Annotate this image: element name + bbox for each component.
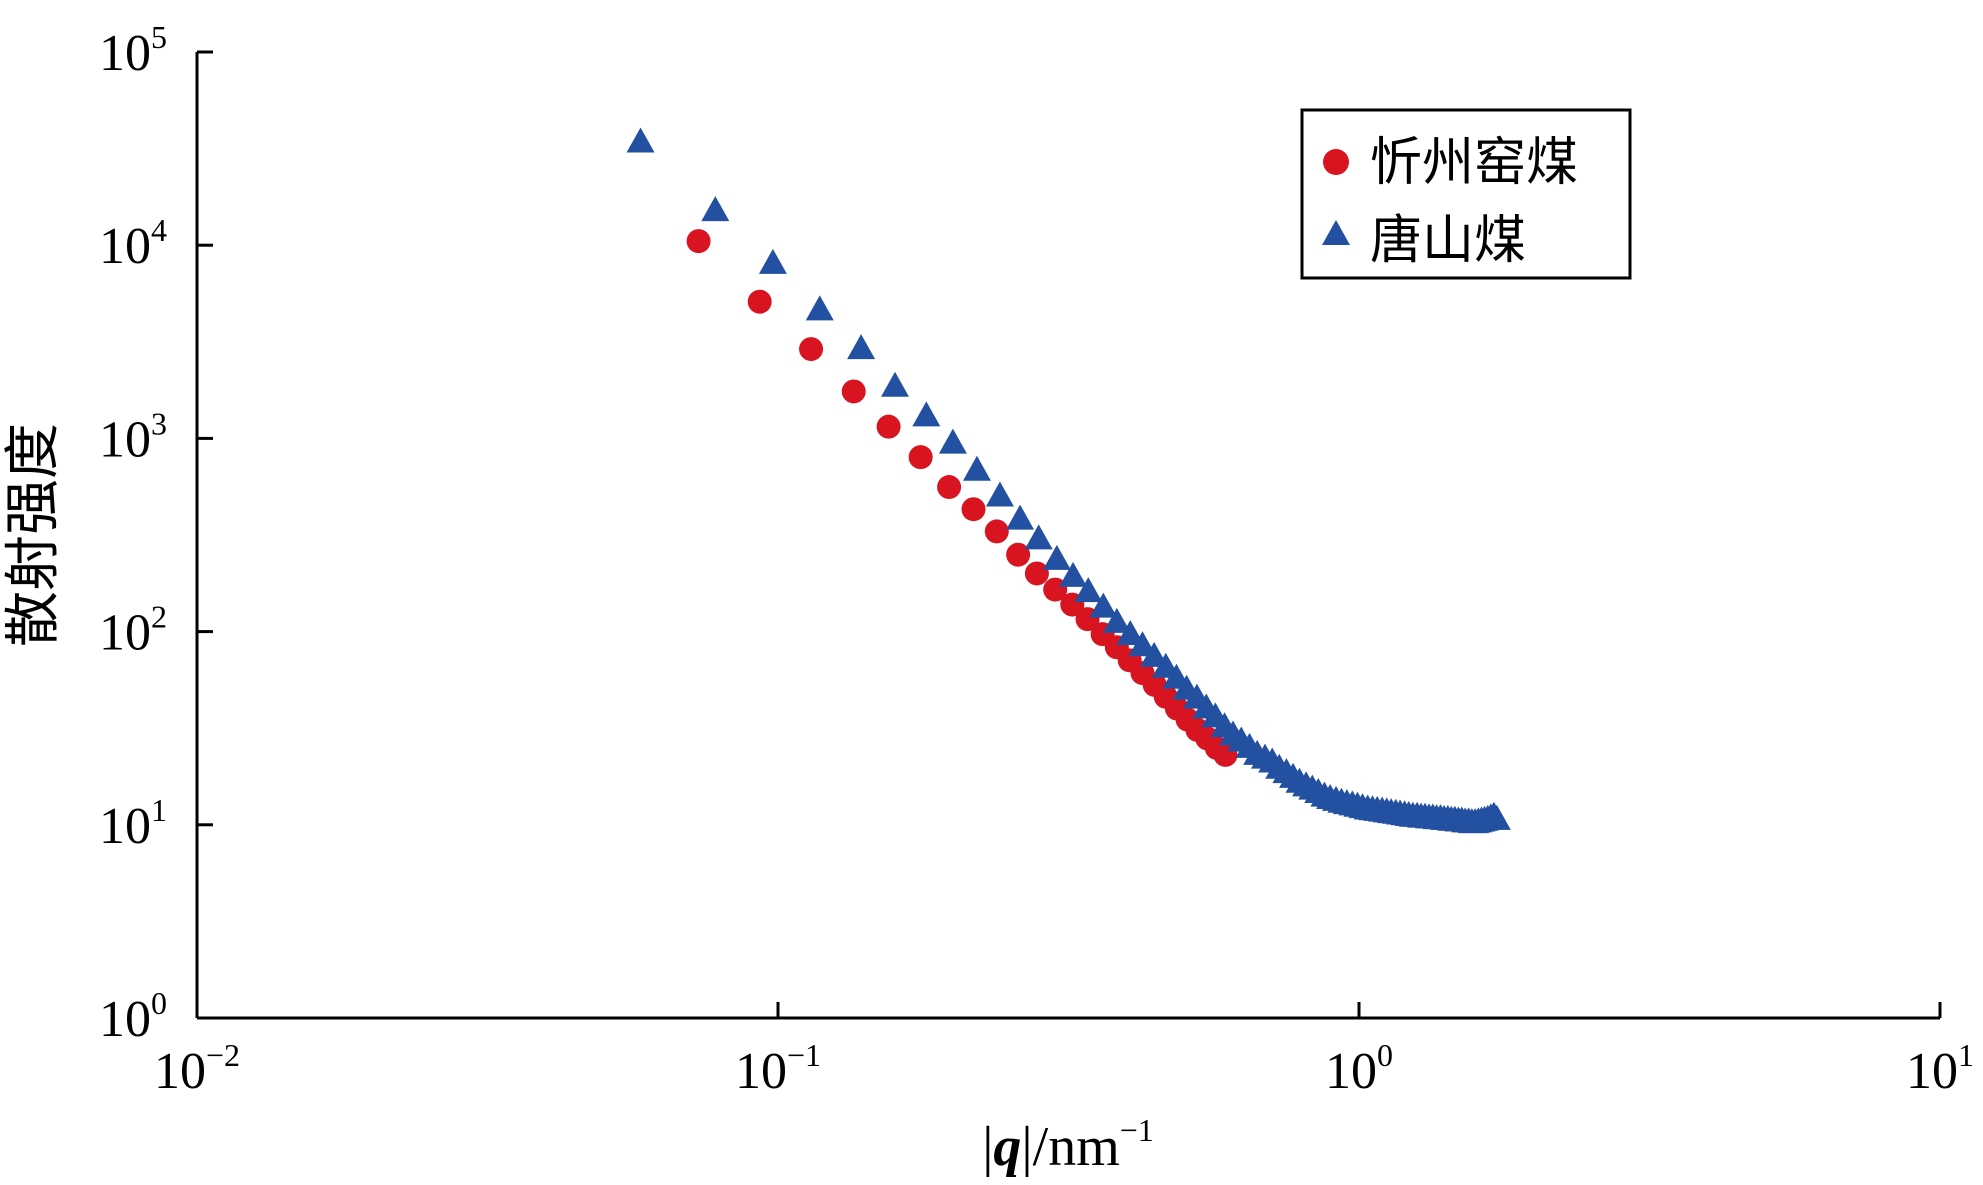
data-point-triangle xyxy=(1128,631,1157,657)
legend-marker-circle xyxy=(1323,149,1349,175)
data-point-triangle xyxy=(1006,504,1035,530)
data-point-circle xyxy=(841,379,866,404)
data-point-triangle xyxy=(985,481,1014,507)
y-axis-ticks: 100 101 102 103 104 105 xyxy=(99,19,213,1048)
data-point-triangle xyxy=(1482,804,1511,830)
y-tick-label: 101 xyxy=(99,792,167,855)
data-point-triangle xyxy=(1116,620,1145,646)
x-axis-title: |q|/nm−1 xyxy=(982,1112,1154,1178)
data-point-triangle xyxy=(626,127,655,153)
legend-label-series-1: 忻州窑煤 xyxy=(1370,133,1578,193)
data-point-circle xyxy=(961,497,986,522)
data-point-triangle xyxy=(1102,607,1131,633)
data-point-circle xyxy=(984,519,1009,544)
y-tick-label: 103 xyxy=(99,405,167,468)
data-point-triangle xyxy=(912,401,941,427)
x-axis-ticks: 10−2 10−1 100 101 xyxy=(154,1002,1974,1100)
y-axis-title: 散射强度 xyxy=(3,423,65,647)
data-point-triangle xyxy=(805,295,834,321)
x-tick-label: 101 xyxy=(1906,1037,1974,1100)
data-point-circle xyxy=(686,229,711,254)
data-points xyxy=(626,127,1511,834)
series-1 xyxy=(686,229,1238,767)
y-tick-label: 100 xyxy=(99,985,167,1048)
y-tick-label: 104 xyxy=(99,212,167,275)
data-point-circle xyxy=(908,445,933,470)
data-point-triangle xyxy=(962,455,991,481)
data-point-circle xyxy=(747,289,772,314)
x-tick-label: 10−2 xyxy=(154,1037,240,1100)
data-point-circle xyxy=(1006,542,1031,567)
data-point-circle xyxy=(876,414,901,439)
series-2 xyxy=(626,127,1511,834)
data-point-circle xyxy=(1024,561,1049,586)
data-point-triangle xyxy=(1042,544,1071,570)
data-point-triangle xyxy=(1074,577,1103,603)
data-point-triangle xyxy=(847,334,876,360)
data-point-circle xyxy=(937,475,962,500)
data-point-circle xyxy=(799,337,824,362)
data-point-triangle xyxy=(938,428,967,454)
data-point-triangle xyxy=(1024,524,1053,550)
data-point-triangle xyxy=(1089,592,1118,618)
data-point-triangle xyxy=(701,196,730,222)
x-tick-label: 10−1 xyxy=(735,1037,821,1100)
legend: 忻州窑煤 唐山煤 xyxy=(1300,108,1632,280)
legend-marker-triangle xyxy=(1322,220,1350,245)
legend-box xyxy=(1300,108,1632,280)
x-tick-label: 100 xyxy=(1325,1037,1393,1100)
y-tick-label: 102 xyxy=(99,599,167,662)
data-point-triangle xyxy=(1140,641,1169,667)
y-tick-label: 105 xyxy=(99,19,167,82)
data-point-triangle xyxy=(1059,561,1088,587)
legend-label-series-2: 唐山煤 xyxy=(1370,211,1526,271)
data-point-triangle xyxy=(881,371,910,397)
data-point-triangle xyxy=(758,248,787,274)
